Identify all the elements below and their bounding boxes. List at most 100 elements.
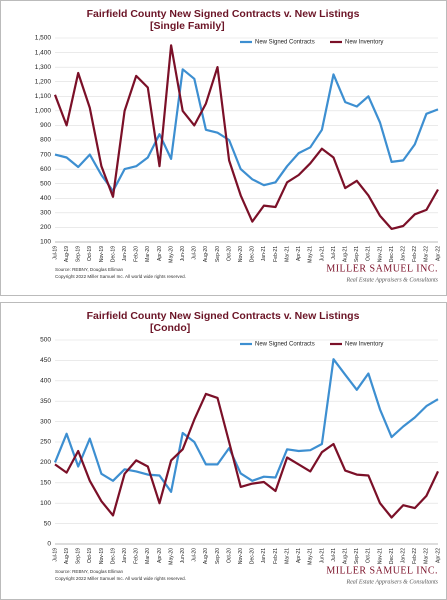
- x-tick-label: Jan-20: [122, 246, 128, 262]
- x-tick-label: Sep-19: [76, 246, 82, 262]
- x-tick-label: Jun-21: [319, 246, 325, 262]
- y-tick-label: 50: [44, 520, 52, 527]
- x-tick-label: Sep-19: [76, 548, 82, 564]
- x-tick-label: Aug-20: [203, 246, 209, 262]
- copyright: Copyright 2022 Miller Samuel Inc. All wo…: [55, 576, 186, 581]
- y-tick-label: 450: [40, 357, 51, 364]
- series-line: [54, 392, 439, 519]
- x-tick-label: Mar-21: [284, 246, 290, 262]
- y-tick-label: 100: [40, 500, 51, 507]
- x-tick-label: Nov-20: [238, 548, 244, 564]
- x-tick-label: May-20: [168, 548, 174, 565]
- source: Source: REBNY, Douglas Elliman: [55, 267, 124, 272]
- y-tick-label: 250: [40, 439, 51, 446]
- x-tick-label: Jan-22: [401, 548, 407, 564]
- y-tick-label: 300: [40, 210, 51, 217]
- x-tick-label: Jan-21: [261, 548, 267, 564]
- x-tick-label: Mar-20: [145, 548, 151, 564]
- y-tick-label: 300: [40, 418, 51, 425]
- chart-title: Fairfield County New Signed Contracts v.…: [87, 8, 360, 20]
- x-tick-label: Jul-19: [52, 548, 58, 562]
- x-tick-label: Jul-19: [52, 246, 58, 260]
- x-tick-label: Apr-21: [296, 246, 302, 261]
- x-tick-label: Feb-22: [412, 548, 418, 564]
- x-tick-label: Oct-20: [226, 246, 232, 261]
- x-tick-label: Oct-20: [226, 548, 232, 563]
- legend-label: New Signed Contracts: [255, 342, 315, 348]
- y-tick-label: 200: [40, 224, 51, 231]
- legend-label: New Inventory: [345, 342, 383, 348]
- x-tick-label: Nov-19: [99, 246, 105, 262]
- x-tick-label: Jun-20: [180, 548, 186, 564]
- y-tick-label: 100: [40, 239, 51, 246]
- x-tick-label: Aug-21: [342, 246, 348, 262]
- x-tick-label: Aug-20: [203, 548, 209, 564]
- y-tick-label: 400: [40, 378, 51, 385]
- logo: MILLER SAMUEL INC.: [326, 565, 438, 576]
- copyright: Copyright 2022 Miller Samuel Inc. All wo…: [55, 274, 186, 279]
- x-tick-label: Dec-20: [250, 548, 256, 564]
- x-tick-label: Oct-19: [87, 548, 93, 563]
- series-line: [53, 358, 439, 493]
- x-tick-label: Dec-19: [110, 548, 116, 564]
- x-tick-label: Dec-19: [110, 246, 116, 262]
- x-tick-label: Apr-21: [296, 548, 302, 563]
- x-tick-label: Jul-20: [192, 548, 198, 562]
- y-tick-label: 200: [40, 459, 51, 466]
- x-tick-label: Mar-20: [145, 246, 151, 262]
- logo-tagline: Real Estate Appraisers & Consultants: [345, 277, 438, 283]
- series-line: [53, 44, 439, 230]
- series-line: [54, 68, 439, 193]
- x-tick-label: Nov-21: [377, 548, 383, 564]
- x-tick-label: Apr-22: [435, 548, 441, 563]
- y-tick-label: 500: [40, 180, 51, 187]
- x-tick-label: Sep-21: [354, 548, 360, 564]
- x-tick-label: Mar-22: [424, 548, 430, 564]
- x-tick-label: Sep-20: [215, 548, 221, 564]
- chart-title: Fairfield County New Signed Contracts v.…: [87, 310, 360, 322]
- x-tick-label: Nov-21: [377, 246, 383, 262]
- x-tick-label: Nov-20: [238, 246, 244, 262]
- x-tick-label: Jan-22: [401, 246, 407, 262]
- x-tick-label: Jun-20: [180, 246, 186, 262]
- x-tick-label: Oct-19: [87, 246, 93, 261]
- x-tick-label: May-20: [168, 246, 174, 263]
- y-tick-label: 600: [40, 166, 51, 173]
- y-tick-label: 0: [47, 541, 51, 548]
- x-tick-label: Dec-21: [389, 246, 395, 262]
- y-tick-label: 1,100: [35, 93, 52, 100]
- logo-tagline: Real Estate Appraisers & Consultants: [345, 579, 438, 585]
- y-tick-label: 350: [40, 398, 51, 405]
- y-tick-label: 1,000: [35, 108, 52, 115]
- x-tick-label: Apr-20: [157, 246, 163, 261]
- x-tick-label: Jan-20: [122, 548, 128, 564]
- x-tick-label: Dec-21: [389, 548, 395, 564]
- x-tick-label: Feb-21: [273, 246, 279, 262]
- x-tick-label: Feb-20: [134, 548, 140, 564]
- x-tick-label: Jul-20: [192, 246, 198, 260]
- x-tick-label: Oct-21: [366, 548, 372, 563]
- x-tick-label: May-21: [308, 246, 314, 263]
- y-tick-label: 800: [40, 137, 51, 144]
- x-tick-label: Sep-20: [215, 246, 221, 262]
- x-tick-label: Dec-20: [250, 246, 256, 262]
- y-tick-label: 700: [40, 151, 51, 158]
- x-tick-label: Aug-21: [342, 548, 348, 564]
- x-tick-label: Sep-21: [354, 246, 360, 262]
- chart-subtitle: [Single Family]: [150, 20, 225, 32]
- y-tick-label: 1,500: [35, 35, 52, 42]
- y-tick-label: 500: [40, 337, 51, 344]
- x-tick-label: Nov-19: [99, 548, 105, 564]
- x-tick-label: Aug-19: [64, 246, 70, 262]
- x-tick-label: May-21: [308, 548, 314, 565]
- chart-subtitle: [Condo]: [150, 322, 190, 334]
- x-tick-label: Feb-21: [273, 548, 279, 564]
- x-tick-label: Jan-21: [261, 246, 267, 262]
- y-tick-label: 150: [40, 480, 51, 487]
- y-tick-label: 1,400: [35, 49, 52, 56]
- x-tick-label: Oct-21: [366, 246, 372, 261]
- x-tick-label: Mar-22: [424, 246, 430, 262]
- x-tick-label: Jul-21: [331, 246, 337, 260]
